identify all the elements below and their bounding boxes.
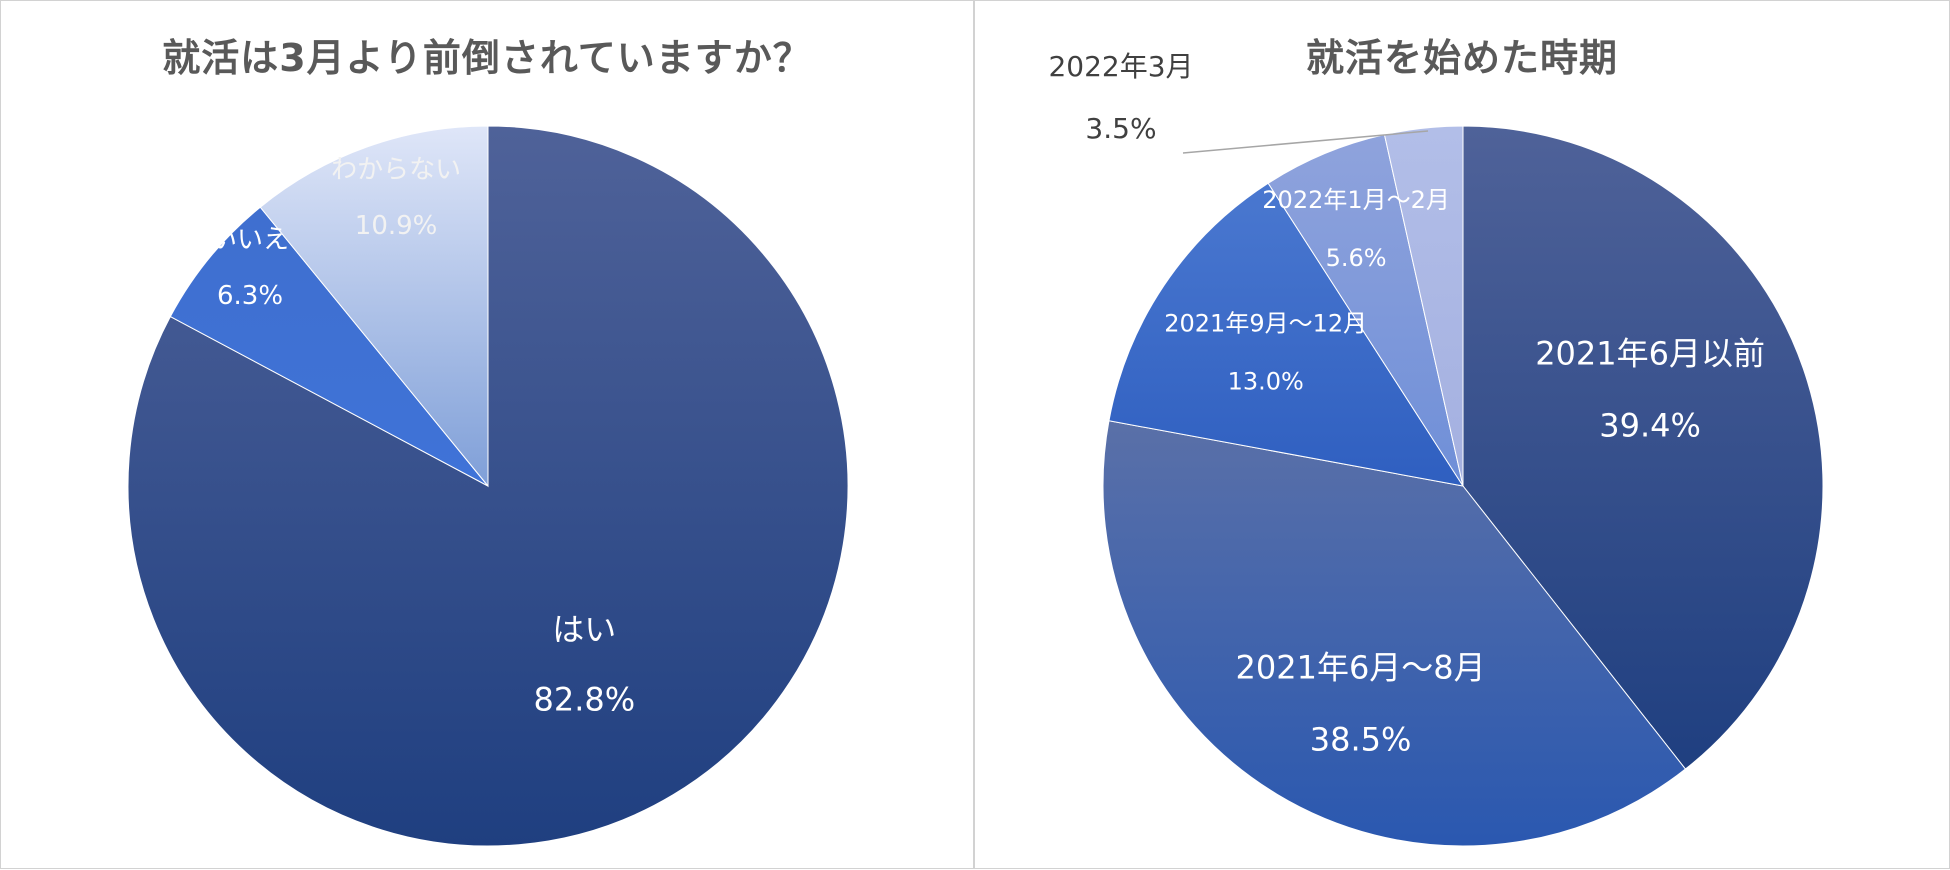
slice-value-label: 13.0% <box>1228 368 1304 396</box>
slice-category-label: 2021年6月以前 <box>1535 334 1765 372</box>
slice-category-label: はい <box>552 611 616 649</box>
chart-title: 就活を始めた時期 <box>1305 36 1618 80</box>
chart-panel-start-period: 就活を始めた時期 2021年6月以前 39.4% 2021年6月～8月 38.5% 20… <box>974 0 1950 869</box>
pie-slice <box>1108 182 1465 487</box>
slice-value-label: 3.5% <box>1085 112 1156 145</box>
pie-chart-start-period: 2021年6月以前 39.4% 2021年6月～8月 38.5% 2021年9月～12月… <box>1048 50 1824 847</box>
pie-slice <box>1102 420 1687 847</box>
slice-category-label: わからない <box>331 155 461 185</box>
slice-value-label: 10.9% <box>355 211 438 241</box>
slice-category-label: いいえ <box>211 225 289 255</box>
chart-title: 就活は3月より前倒されていますか？ <box>162 36 812 80</box>
slice-value-label: 38.5% <box>1310 721 1412 759</box>
slice-category-label: 2022年3月 <box>1048 50 1193 83</box>
leader-line <box>1182 130 1429 154</box>
slice-value-label: 82.8% <box>533 681 635 719</box>
slice-value-label: 6.3% <box>217 281 283 311</box>
slice-category-label: 2021年6月～8月 <box>1236 649 1486 687</box>
pie-slice <box>259 125 489 488</box>
pie-chart-advance: はい 82.8% いいえ 6.3% わからない 10.9% <box>127 125 849 847</box>
slice-value-label: 5.6% <box>1326 244 1387 272</box>
slice-category-label: 2022年1月～2月 <box>1262 186 1450 214</box>
slice-category-label: 2021年9月～12月 <box>1164 310 1367 338</box>
pie-slice <box>1462 125 1824 770</box>
chart-panel-advance: 就活は3月より前倒されていますか？ はい 82.8% いいえ 6.3% わからない 10.… <box>0 0 974 869</box>
slice-value-label: 39.4% <box>1599 406 1701 444</box>
pie-slice <box>169 206 489 487</box>
